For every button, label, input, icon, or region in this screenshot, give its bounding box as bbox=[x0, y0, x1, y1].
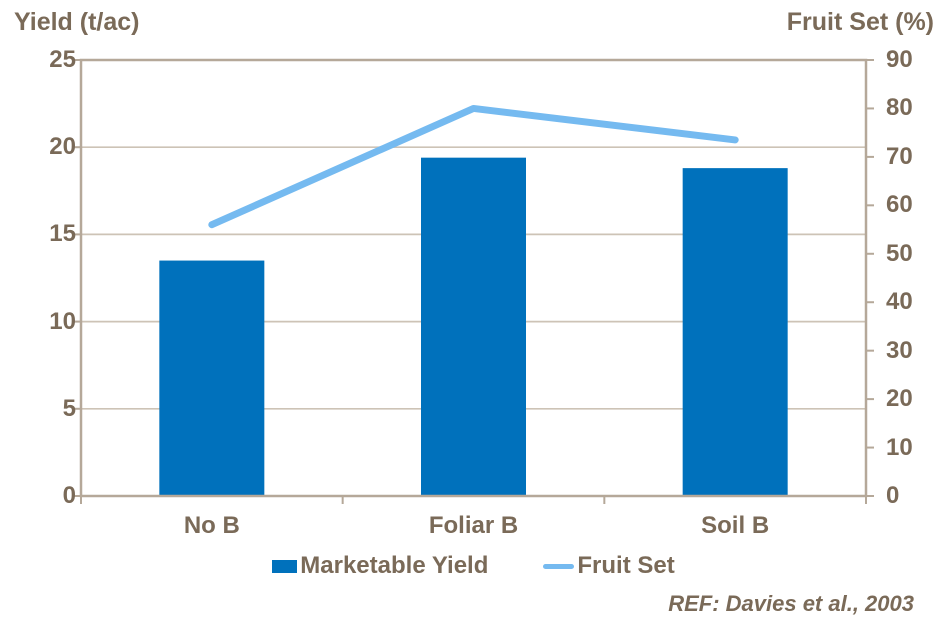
y-left-tick-label-20: 20 bbox=[49, 133, 76, 161]
y-right-tick-label-50: 50 bbox=[886, 239, 913, 267]
y-right-tick-label-60: 60 bbox=[886, 191, 913, 219]
y-left-tick-label-25: 25 bbox=[49, 46, 76, 73]
bar-soil-b bbox=[682, 168, 788, 496]
y-right-tick-label-30: 30 bbox=[886, 336, 913, 364]
left-axis-title: Yield (t/ac) bbox=[14, 8, 140, 36]
legend-label-marketable-yield: Marketable Yield bbox=[300, 552, 489, 579]
plot-border bbox=[79, 58, 868, 498]
y-right-tick-label-20: 20 bbox=[886, 385, 913, 413]
legend-item-fruit-set: Fruit Set bbox=[543, 552, 675, 580]
y-left-tick-label-0: 0 bbox=[62, 482, 76, 509]
y-right-tick-label-90: 90 bbox=[886, 46, 913, 73]
y-right-tick-label-70: 70 bbox=[886, 142, 913, 170]
legend-item-marketable-yield: Marketable Yield bbox=[272, 552, 488, 580]
right-axis-title: Fruit Set (%) bbox=[786, 8, 934, 36]
bar-swatch-icon bbox=[272, 559, 298, 573]
plot-canvas bbox=[73, 58, 874, 504]
y-right-tick-label-40: 40 bbox=[886, 288, 913, 316]
x-category-label-no-b: No B bbox=[183, 512, 240, 539]
y-right-tick-label-10: 10 bbox=[886, 433, 913, 461]
line-swatch-icon bbox=[543, 563, 575, 569]
x-category-label-foliar-b: Foliar B bbox=[428, 512, 519, 539]
y-left-tick-label-5: 5 bbox=[62, 394, 76, 422]
y-left-tick-label-15: 15 bbox=[49, 220, 76, 248]
legend-label-fruit-set: Fruit Set bbox=[577, 552, 675, 579]
plot-area bbox=[73, 58, 874, 504]
bar-no-b bbox=[159, 260, 265, 496]
y-right-tick-label-0: 0 bbox=[886, 482, 900, 509]
y-left-tick-label-10: 10 bbox=[49, 307, 76, 335]
bar-foliar-b bbox=[421, 157, 526, 496]
reference-text: REF: Davies et al., 2003 bbox=[668, 591, 914, 616]
fruit-set-line bbox=[208, 104, 739, 229]
y-right-tick-label-80: 80 bbox=[886, 94, 913, 122]
x-category-label-soil-b: Soil B bbox=[701, 512, 770, 539]
legend: Marketable Yield Fruit Set bbox=[81, 552, 866, 580]
